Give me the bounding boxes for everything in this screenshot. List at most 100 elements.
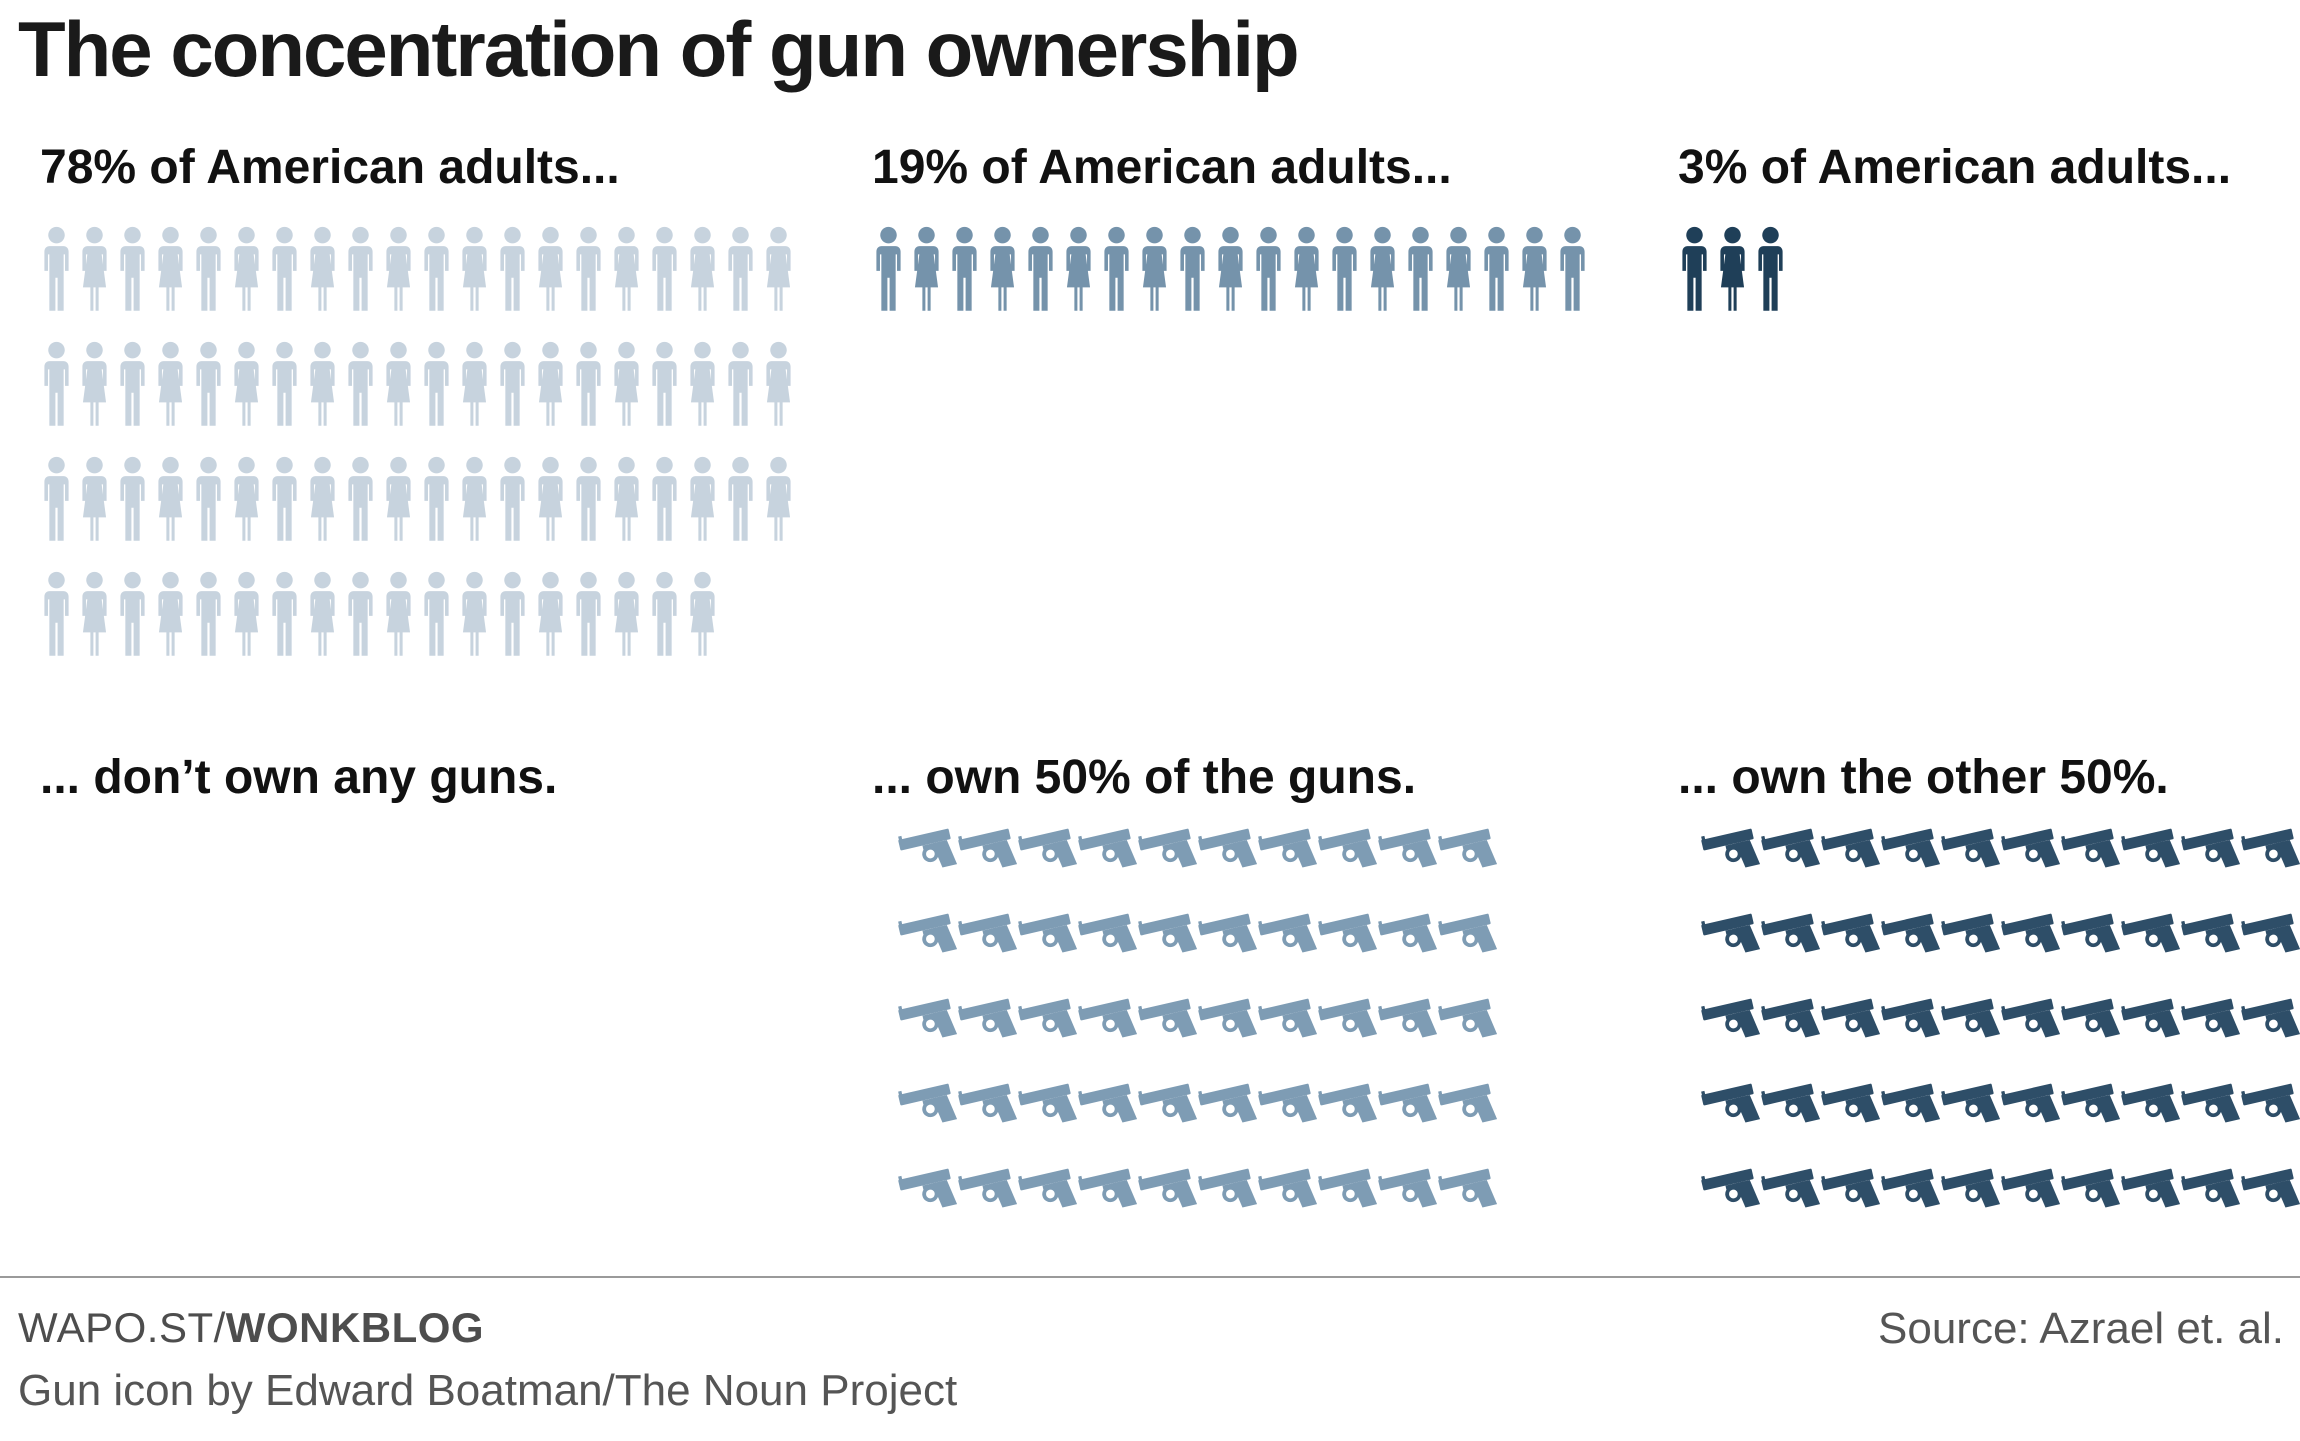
person-icon bbox=[496, 567, 529, 662]
person-icon bbox=[534, 567, 567, 662]
gun-icon bbox=[2239, 908, 2300, 964]
gun-icon bbox=[1076, 1163, 1139, 1219]
person-icon bbox=[648, 337, 681, 432]
person-icon bbox=[1404, 222, 1437, 317]
gun-icon bbox=[2119, 993, 2182, 1049]
person-icon bbox=[154, 452, 187, 547]
gun-icon bbox=[1376, 908, 1439, 964]
gun-pictogram bbox=[900, 828, 1500, 1213]
person-icon bbox=[230, 337, 263, 432]
person-icon bbox=[1754, 222, 1787, 317]
group-caption: ... own 50% of the guns. bbox=[872, 751, 1417, 804]
gun-pictogram bbox=[1703, 828, 2300, 1213]
group-3-percent: 3% of American adults... ... own the oth… bbox=[1678, 140, 2298, 1290]
gun-icon bbox=[1879, 1078, 1942, 1134]
person-icon bbox=[116, 452, 149, 547]
gun-icon bbox=[2119, 908, 2182, 964]
gun-icon bbox=[2239, 1078, 2300, 1134]
person-icon bbox=[268, 337, 301, 432]
person-icon bbox=[762, 222, 795, 317]
wapo-brand: WAPO.ST/WONKBLOG bbox=[18, 1304, 484, 1352]
person-icon bbox=[496, 452, 529, 547]
gun-icon bbox=[1699, 823, 1762, 879]
person-icon bbox=[230, 452, 263, 547]
gun-icon bbox=[2239, 1163, 2300, 1219]
gun-icon bbox=[1999, 1163, 2062, 1219]
person-icon bbox=[382, 337, 415, 432]
gun-icon bbox=[1939, 993, 2002, 1049]
person-icon bbox=[686, 222, 719, 317]
gun-icon bbox=[896, 908, 959, 964]
gun-icon bbox=[1879, 993, 1942, 1049]
group-header: 78% of American adults... bbox=[40, 141, 620, 194]
gun-icon bbox=[1939, 1078, 2002, 1134]
person-icon bbox=[1176, 222, 1209, 317]
person-icon bbox=[496, 222, 529, 317]
gun-icon bbox=[1016, 908, 1079, 964]
gun-icon bbox=[1196, 993, 1259, 1049]
person-icon bbox=[78, 452, 111, 547]
person-icon bbox=[306, 222, 339, 317]
gun-icon bbox=[1136, 908, 1199, 964]
gun-icon bbox=[1759, 823, 1822, 879]
gun-icon bbox=[2059, 823, 2122, 879]
person-icon bbox=[192, 567, 225, 662]
person-icon bbox=[40, 222, 73, 317]
person-icon bbox=[1480, 222, 1513, 317]
person-icon bbox=[268, 567, 301, 662]
gun-icon bbox=[1136, 993, 1199, 1049]
gun-icon bbox=[1316, 1078, 1379, 1134]
person-icon bbox=[116, 222, 149, 317]
gun-icon bbox=[2179, 993, 2242, 1049]
gun-icon bbox=[1196, 908, 1259, 964]
gun-icon bbox=[2059, 908, 2122, 964]
gun-icon bbox=[1256, 1163, 1319, 1219]
person-icon bbox=[534, 452, 567, 547]
gun-icon bbox=[1436, 908, 1499, 964]
gun-icon bbox=[1879, 823, 1942, 879]
gun-icon bbox=[2059, 993, 2122, 1049]
person-icon bbox=[1678, 222, 1711, 317]
person-icon bbox=[306, 452, 339, 547]
person-icon bbox=[648, 452, 681, 547]
person-icon bbox=[948, 222, 981, 317]
gun-icon bbox=[1999, 1078, 2062, 1134]
gun-icon bbox=[2239, 993, 2300, 1049]
person-icon bbox=[1556, 222, 1589, 317]
person-icon bbox=[78, 567, 111, 662]
gun-icon bbox=[1256, 993, 1319, 1049]
person-icon bbox=[78, 337, 111, 432]
person-icon bbox=[382, 222, 415, 317]
group-header: 3% of American adults... bbox=[1678, 141, 2232, 194]
person-icon bbox=[458, 452, 491, 547]
person-icon bbox=[648, 567, 681, 662]
people-pictogram bbox=[40, 222, 806, 662]
person-icon bbox=[154, 222, 187, 317]
person-icon bbox=[420, 337, 453, 432]
person-icon bbox=[306, 337, 339, 432]
gun-icon bbox=[1999, 908, 2062, 964]
gun-icon bbox=[1076, 823, 1139, 879]
person-icon bbox=[458, 337, 491, 432]
group-78-percent: 78% of American adults... ... don’t own … bbox=[40, 140, 830, 1290]
person-icon bbox=[724, 337, 757, 432]
gun-icon bbox=[2179, 823, 2242, 879]
person-icon bbox=[154, 337, 187, 432]
gun-icon bbox=[1699, 1078, 1762, 1134]
person-icon bbox=[1442, 222, 1475, 317]
person-icon bbox=[1100, 222, 1133, 317]
gun-icon bbox=[1196, 1163, 1259, 1219]
gun-icon bbox=[1076, 993, 1139, 1049]
gun-icon bbox=[956, 908, 1019, 964]
gun-icon bbox=[1316, 823, 1379, 879]
person-icon bbox=[116, 567, 149, 662]
person-icon bbox=[78, 222, 111, 317]
person-icon bbox=[40, 337, 73, 432]
person-icon bbox=[686, 452, 719, 547]
gun-icon bbox=[1136, 823, 1199, 879]
person-icon bbox=[610, 452, 643, 547]
gun-icon bbox=[1939, 823, 2002, 879]
person-icon bbox=[192, 222, 225, 317]
person-icon bbox=[1366, 222, 1399, 317]
gun-icon bbox=[2179, 908, 2242, 964]
